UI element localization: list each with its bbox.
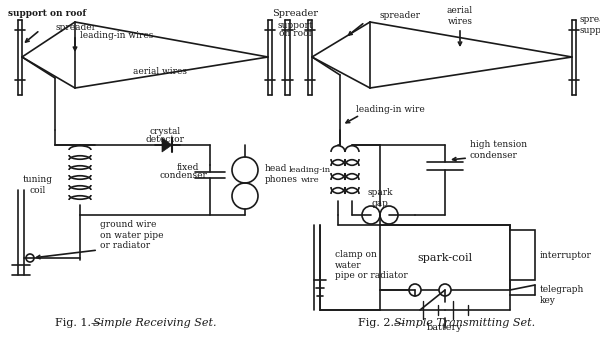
Text: detector: detector xyxy=(146,135,185,145)
Bar xyxy=(510,230,535,280)
Circle shape xyxy=(409,284,421,296)
Text: on roof: on roof xyxy=(278,30,311,38)
Bar xyxy=(380,225,510,290)
Text: spark
gap: spark gap xyxy=(367,188,393,208)
Text: high tension
condenser: high tension condenser xyxy=(470,140,527,160)
Text: Spreader: Spreader xyxy=(272,9,318,19)
Text: head
phones: head phones xyxy=(265,164,298,184)
Text: spreader
support: spreader support xyxy=(580,15,600,35)
Text: leading-in
wire: leading-in wire xyxy=(289,166,331,184)
Text: support: support xyxy=(277,22,313,31)
Text: Simple Transmitting Set.: Simple Transmitting Set. xyxy=(394,318,535,328)
Text: leading-in wire: leading-in wire xyxy=(356,105,424,115)
Circle shape xyxy=(439,284,451,296)
Text: spreader: spreader xyxy=(55,24,96,32)
Text: condenser: condenser xyxy=(159,172,207,181)
Text: spreader: spreader xyxy=(380,10,421,20)
Text: support on roof: support on roof xyxy=(8,9,86,19)
Text: fixed: fixed xyxy=(177,163,199,173)
Text: Simple Receiving Set.: Simple Receiving Set. xyxy=(93,318,217,328)
Polygon shape xyxy=(162,138,172,152)
Text: ground wire
on water pipe
or radiator: ground wire on water pipe or radiator xyxy=(100,220,163,250)
Text: Fig. 2.—: Fig. 2.— xyxy=(358,318,405,328)
Text: battery: battery xyxy=(427,324,463,333)
Text: clamp on
water
pipe or radiator: clamp on water pipe or radiator xyxy=(335,250,408,280)
Text: aerial wires: aerial wires xyxy=(133,67,187,76)
Text: interruptor: interruptor xyxy=(540,250,592,259)
Text: leading-in wires: leading-in wires xyxy=(80,31,154,39)
Text: Fig. 1.—: Fig. 1.— xyxy=(55,318,102,328)
Text: spark-coil: spark-coil xyxy=(418,253,473,263)
Text: tuning
coil: tuning coil xyxy=(23,175,53,195)
Circle shape xyxy=(26,254,34,262)
Text: telegraph
key: telegraph key xyxy=(540,285,584,305)
Text: aerial
wires: aerial wires xyxy=(447,6,473,26)
Text: crystal: crystal xyxy=(149,127,181,136)
